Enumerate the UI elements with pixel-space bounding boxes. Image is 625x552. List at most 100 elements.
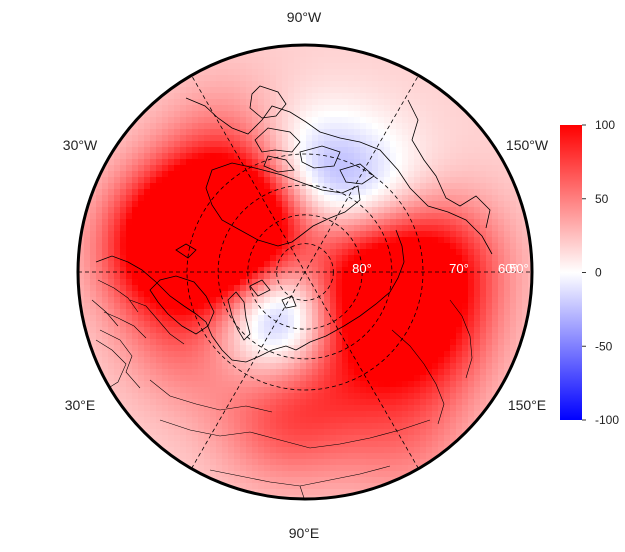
field-cell [78, 207, 85, 214]
field-cell [378, 147, 385, 154]
field-cell [450, 315, 457, 322]
field-cell [282, 441, 289, 448]
field-cell [246, 69, 253, 76]
field-cell [324, 375, 331, 382]
field-cell [210, 183, 217, 190]
field-cell [150, 231, 157, 238]
field-cell [432, 183, 439, 190]
field-cell [228, 297, 235, 304]
field-cell [180, 237, 187, 244]
field-cell [366, 357, 373, 364]
field-cell [204, 447, 211, 454]
field-cell [210, 453, 217, 460]
field-cell [360, 459, 367, 466]
field-cell [168, 423, 175, 430]
field-cell [120, 255, 127, 262]
field-cell [366, 297, 373, 304]
field-cell [282, 375, 289, 382]
field-cell [456, 315, 463, 322]
field-cell [294, 399, 301, 406]
field-cell [348, 249, 355, 256]
field-cell [420, 189, 427, 196]
field-cell [84, 237, 91, 244]
field-cell [480, 171, 487, 178]
field-cell [390, 363, 397, 370]
field-cell [450, 411, 457, 418]
field-cell [264, 63, 271, 70]
novaya-zemlya-coast [227, 291, 251, 341]
field-cell [444, 237, 451, 244]
field-cell [144, 123, 151, 130]
field-cell [204, 249, 211, 256]
field-cell [372, 279, 379, 286]
field-cell [144, 135, 151, 142]
field-cell [282, 201, 289, 208]
field-cell [234, 423, 241, 430]
field-cell [120, 309, 127, 316]
field-cell [324, 411, 331, 418]
field-cell [192, 237, 199, 244]
field-cell [372, 471, 379, 478]
field-cell [318, 117, 325, 124]
field-cell [90, 297, 97, 304]
field-cell [414, 327, 421, 334]
field-cell [198, 273, 205, 280]
field-cell [270, 471, 277, 478]
field-cell [504, 351, 511, 358]
field-cell [528, 261, 532, 268]
field-cell [324, 153, 331, 160]
field-cell [456, 147, 463, 154]
field-cell [378, 171, 385, 178]
field-cell [228, 195, 235, 202]
field-cell [396, 327, 403, 334]
field-cell [270, 411, 277, 418]
field-cell [462, 405, 469, 412]
field-cell [360, 117, 367, 124]
field-cell [312, 159, 319, 166]
field-cell [234, 399, 241, 406]
field-cell [156, 141, 163, 148]
field-cell [456, 267, 463, 274]
field-cell [396, 123, 403, 130]
field-cell [192, 75, 199, 82]
field-cell [360, 465, 367, 472]
field-cell [378, 117, 385, 124]
field-cell [246, 183, 253, 190]
field-cell [474, 363, 481, 370]
field-cell [264, 435, 271, 442]
field-cell [306, 381, 313, 388]
field-cell [234, 381, 241, 388]
field-cell [252, 339, 259, 346]
field-cell [222, 99, 229, 106]
field-cell [222, 453, 229, 460]
field-cell [222, 243, 229, 250]
field-cell [402, 465, 409, 472]
field-cell [270, 279, 277, 286]
field-cell [330, 159, 337, 166]
siberia-coast [295, 229, 405, 351]
field-cell [324, 315, 331, 322]
field-cell [174, 279, 181, 286]
field-cell [282, 489, 289, 496]
field-cell [378, 87, 385, 94]
field-cell [240, 183, 247, 190]
field-cell [306, 393, 313, 400]
field-cell [162, 129, 169, 136]
field-cell [366, 441, 373, 448]
field-cell [174, 189, 181, 196]
field-cell [120, 165, 127, 172]
field-cell [354, 93, 361, 100]
field-cell [402, 267, 409, 274]
field-cell [294, 51, 301, 58]
field-cell [348, 141, 355, 148]
field-cell [252, 159, 259, 166]
field-cell [234, 465, 241, 472]
field-cell [510, 285, 517, 292]
field-cell [378, 57, 385, 64]
field-cell [222, 51, 229, 58]
field-cell [342, 381, 349, 388]
field-cell [96, 285, 103, 292]
field-cell [114, 225, 121, 232]
field-cell [144, 357, 151, 364]
field-cell [180, 423, 187, 430]
